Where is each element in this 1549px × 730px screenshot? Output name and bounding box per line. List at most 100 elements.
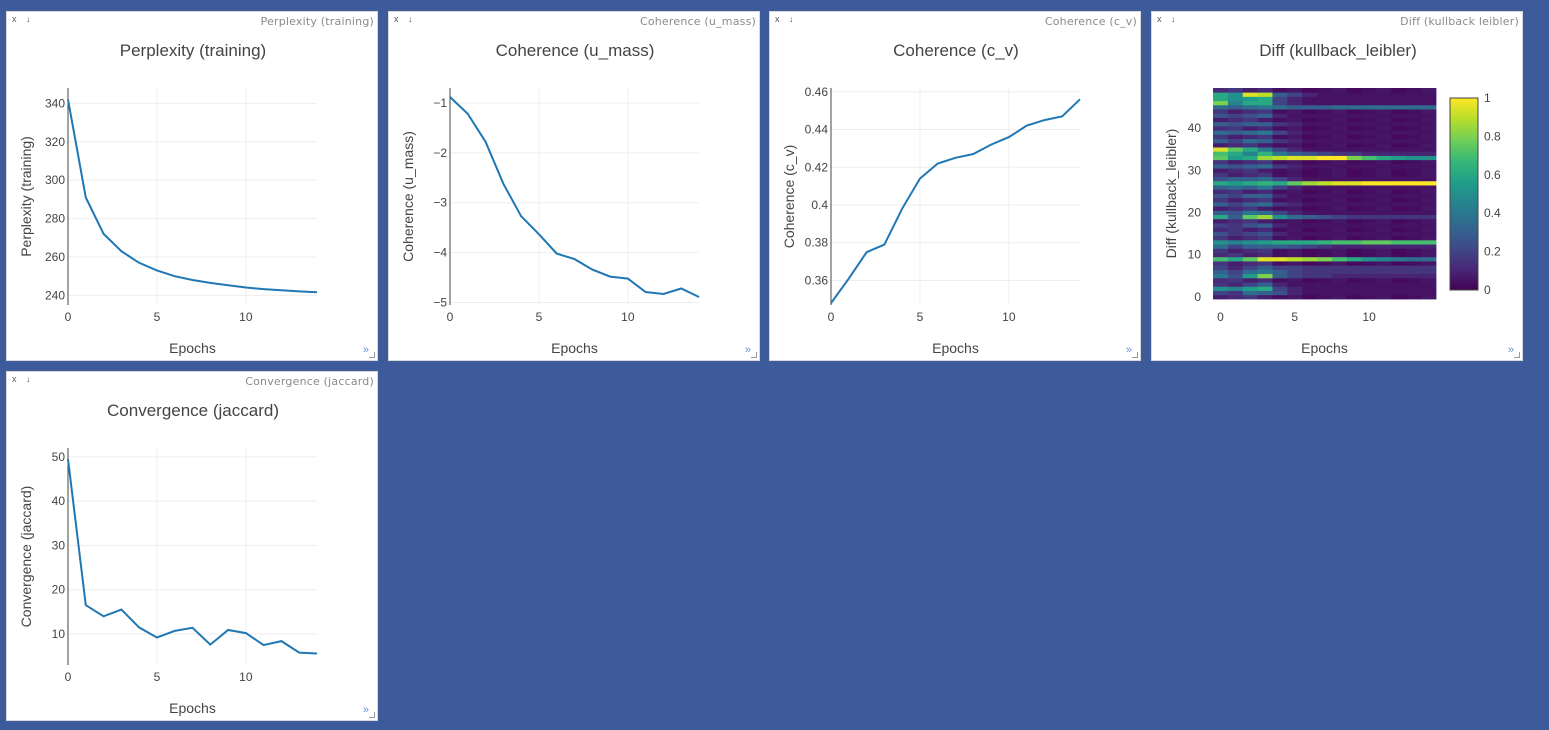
heatmap-cell <box>1227 130 1244 135</box>
heatmap-cell <box>1346 265 1363 270</box>
expand-icon[interactable]: » <box>1507 344 1514 356</box>
heatmap-cell <box>1272 193 1288 199</box>
heatmap-cell <box>1242 104 1258 110</box>
heatmap-cell <box>1257 214 1273 220</box>
expand-icon[interactable]: » <box>1125 344 1132 356</box>
heatmap-cell <box>1302 189 1318 194</box>
heatmap-cell <box>1213 159 1229 165</box>
heatmap-cell <box>1287 227 1303 232</box>
heatmap-cell <box>1227 290 1244 296</box>
heatmap-cell <box>1287 155 1303 161</box>
heatmap-cell <box>1331 121 1348 127</box>
download-icon[interactable]: ↓ <box>408 14 413 24</box>
heatmap-cell <box>1376 248 1392 253</box>
pane-title-bar[interactable]: x ↓ Diff (kullback leibler) <box>1152 12 1522 29</box>
heatmap-cell <box>1406 185 1422 190</box>
y-tick-label: 30 <box>1188 163 1202 177</box>
heatmap-cell <box>1257 88 1273 93</box>
heatmap-cell <box>1346 193 1363 199</box>
y-tick-label: −4 <box>433 246 447 260</box>
download-icon[interactable]: ↓ <box>789 14 794 24</box>
heatmap-cell <box>1361 286 1377 291</box>
pane-title-bar[interactable]: x ↓ Coherence (c_v) <box>770 12 1140 29</box>
pane-title-bar[interactable]: x ↓ Perplexity (training) <box>7 12 377 29</box>
heatmap-cell <box>1317 256 1333 262</box>
resize-handle[interactable] <box>369 352 375 358</box>
line-chart[interactable]: 0 5 10 10 20 30 40 50 Convergence (jaccard) Epoch… <box>7 372 379 722</box>
heatmap-cell <box>1391 92 1407 97</box>
resize-handle[interactable] <box>1132 352 1138 358</box>
close-pane-button[interactable]: x <box>775 14 780 24</box>
expand-icon[interactable]: » <box>744 344 751 356</box>
heatmap-cell <box>1213 193 1229 199</box>
heatmap-cell <box>1421 138 1437 144</box>
heatmap-cell <box>1361 273 1377 279</box>
heatmap-cell <box>1331 155 1348 161</box>
line-chart[interactable]: 0 5 10 −5 −4 −3 −2 −1 Coherence (u_mass) Epochs Co… <box>389 12 761 362</box>
visdom-pane-diff-kl[interactable]: x ↓ Diff (kullback leibler) 0 5 10 0 10 20 30 4… <box>1151 11 1523 361</box>
download-icon[interactable]: ↓ <box>26 374 31 384</box>
close-pane-button[interactable]: x <box>12 14 17 24</box>
heatmap-cell <box>1302 121 1318 127</box>
heatmap-cell <box>1227 197 1244 203</box>
download-icon[interactable]: ↓ <box>26 14 31 24</box>
heatmap-cell <box>1376 125 1392 131</box>
close-pane-button[interactable]: x <box>394 14 399 24</box>
heatmap-cell <box>1346 277 1363 283</box>
heatmap-cell <box>1317 214 1333 220</box>
resize-handle[interactable] <box>1514 352 1520 358</box>
heatmap-cell <box>1302 214 1318 220</box>
heatmap-cell <box>1406 159 1422 165</box>
heatmap-cell <box>1257 163 1273 169</box>
visdom-pane-perplexity[interactable]: x ↓ Perplexity (training) 0 5 10 240 260 280 3… <box>6 11 378 361</box>
heatmap-cell <box>1213 117 1229 123</box>
heatmap-cell <box>1317 159 1333 165</box>
expand-icon[interactable]: » <box>362 344 369 356</box>
heatmap-cell <box>1302 193 1318 199</box>
heatmap-cell <box>1406 197 1422 203</box>
heatmap-cell <box>1227 206 1244 211</box>
pane-title-bar[interactable]: x ↓ Convergence (jaccard) <box>7 372 377 389</box>
heatmap-cell <box>1227 244 1244 249</box>
heatmap-cell <box>1331 113 1348 118</box>
expand-icon[interactable]: » <box>362 704 369 716</box>
heatmap-cell <box>1302 159 1318 165</box>
heatmap-cell <box>1242 206 1258 211</box>
heatmap-cell <box>1361 104 1377 110</box>
resize-handle[interactable] <box>369 712 375 718</box>
visdom-pane-convergence[interactable]: x ↓ Convergence (jaccard) 0 5 10 10 20 30 40 50… <box>6 371 378 721</box>
heatmap-cell <box>1242 248 1258 253</box>
heatmap-cell <box>1391 223 1407 228</box>
y-tick-label: 0.38 <box>805 236 829 250</box>
heatmap-cell <box>1213 286 1229 291</box>
heatmap-cell <box>1331 147 1348 152</box>
heatmap-cell <box>1272 201 1288 207</box>
line-chart[interactable]: 0 5 10 240 260 280 300 320 340 Perplexity (traini… <box>7 12 379 362</box>
heatmap-cell <box>1317 286 1333 291</box>
heatmap-cell <box>1287 218 1303 224</box>
heatmap-cell <box>1242 282 1258 287</box>
heatmap-cell <box>1287 185 1303 190</box>
heatmap-cell <box>1287 168 1303 173</box>
heatmap-cell <box>1317 248 1333 253</box>
close-pane-button[interactable]: x <box>12 374 17 384</box>
close-pane-button[interactable]: x <box>1157 14 1162 24</box>
heatmap-cell <box>1361 193 1377 199</box>
heatmap-cell <box>1227 227 1244 232</box>
heatmap-cell <box>1227 218 1244 224</box>
resize-handle[interactable] <box>751 352 757 358</box>
heatmap-cell <box>1287 286 1303 291</box>
heatmap-cell <box>1257 282 1273 287</box>
visdom-pane-coherence-cv[interactable]: x ↓ Coherence (c_v) 0 5 10 0.36 0.38 0.4 0.42 0… <box>769 11 1141 361</box>
heatmap-cell <box>1213 239 1229 245</box>
heatmap-cell <box>1272 147 1288 152</box>
heatmap-cell <box>1213 113 1229 118</box>
heatmap-cell <box>1257 104 1273 110</box>
download-icon[interactable]: ↓ <box>1171 14 1176 24</box>
pane-title-bar[interactable]: x ↓ Coherence (u_mass) <box>389 12 759 29</box>
heatmap-cell <box>1242 286 1258 291</box>
line-chart[interactable]: 0 5 10 0.36 0.38 0.4 0.42 0.44 0.46 Coherence (c_… <box>770 12 1142 362</box>
heatmap-cell <box>1302 88 1318 93</box>
visdom-pane-coherence-umass[interactable]: x ↓ Coherence (u_mass) 0 5 10 −5 −4 −3 −2 −1 Coh… <box>388 11 760 361</box>
